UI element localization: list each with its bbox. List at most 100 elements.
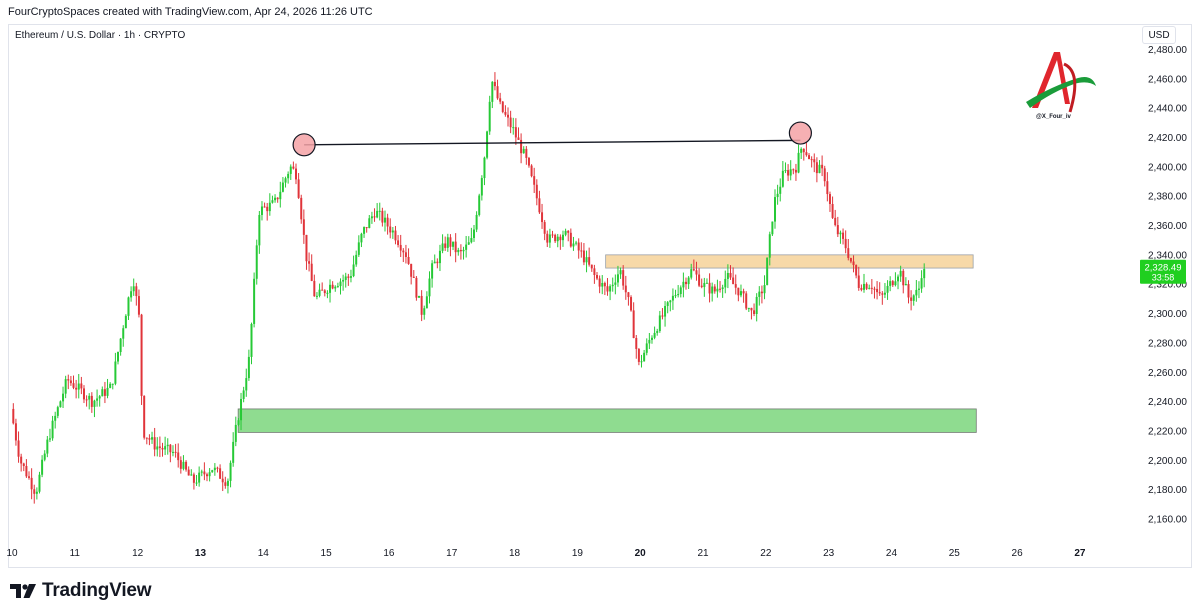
candle-body [203,471,206,475]
candle-body [891,281,894,286]
x-tick-label: 18 [509,548,521,559]
candle-body [347,276,350,278]
candle-body [33,489,36,494]
candle-body [755,296,758,314]
candle-body [533,176,536,185]
candle-body [132,286,135,292]
candle-body [297,179,300,198]
currency-selector-button[interactable]: USD [1142,26,1176,44]
candle-body [454,241,457,253]
candle-body [766,257,769,286]
candle-body [525,148,528,158]
candle-body [559,236,562,241]
candle-body [548,234,551,243]
candle-body [813,159,816,163]
candle-body [41,459,44,475]
candle-body [200,471,203,473]
candle-body [321,289,324,291]
candle-body [378,210,381,212]
candle-body [143,395,146,438]
candle-body [56,407,59,416]
candle-body [234,424,237,442]
candle-body [420,295,423,315]
candle-body [357,242,360,255]
candle-body [438,250,441,264]
candle-body [190,474,193,476]
candle-body [166,444,169,447]
candle-body [737,287,740,296]
candle-body [632,310,635,338]
candle-body [462,249,465,252]
candle-body [478,195,481,215]
candle-body [543,222,546,234]
candle-body [721,287,724,290]
candle-body [512,127,515,129]
candle-body [603,282,606,287]
candle-body [179,460,182,469]
candle-body [96,398,99,401]
candle-body [616,274,619,283]
candle-body [666,302,669,306]
candle-body [88,395,91,400]
candle-body [117,352,120,362]
candle-body [25,465,28,477]
candle-body [719,288,722,290]
candle-body [703,282,706,288]
candle-body [402,250,405,253]
candle-body [169,444,172,453]
candle-body [520,139,523,154]
candle-body [907,284,910,298]
candle-body [716,288,719,292]
candle-body [48,438,51,440]
candle-body [868,287,871,289]
candle-body [590,264,593,269]
candle-body [336,286,339,288]
candle-body [441,243,444,251]
candle-body [20,456,23,464]
brand-logo-icon [1026,52,1096,113]
candle-body [828,194,831,205]
candle-body [645,343,648,353]
candle-body [690,269,693,278]
chart-frame [8,24,1192,568]
y-tick-label: 2,260.00 [1148,368,1187,379]
candle-body [739,291,742,296]
footer-brand[interactable]: TradingView [10,580,152,602]
resistance-trend-line [304,139,801,146]
candle-body [28,476,31,478]
candle-body [412,276,415,278]
candle-body [287,173,290,179]
candle-body [839,232,842,235]
candle-body [363,227,366,234]
candle-body [551,234,554,236]
candle-body [844,238,847,249]
x-tick-label: 13 [195,548,207,559]
candle-body [148,438,151,440]
candle-body [609,286,612,292]
candle-body [151,437,154,440]
candle-body [161,447,164,450]
candle-body [897,276,900,282]
candle-body [93,400,96,407]
candle-body [67,379,70,381]
candle-body [153,437,156,450]
candle-body [145,437,148,439]
candle-body [109,383,112,388]
candle-body [266,206,269,212]
candle-body [308,261,311,264]
candle-body [292,166,295,169]
candle-body [171,451,174,453]
candle-body [64,379,67,394]
y-tick-label: 2,380.00 [1148,192,1187,203]
candle-body [792,169,795,171]
candle-body [35,491,38,494]
x-tick-label: 15 [321,548,333,559]
candle-body [802,148,805,153]
candle-body [873,288,876,290]
candle-body [685,281,688,285]
candle-body [237,420,240,425]
candle-body [284,178,287,183]
candle-body [507,114,510,118]
candle-body [504,111,507,115]
